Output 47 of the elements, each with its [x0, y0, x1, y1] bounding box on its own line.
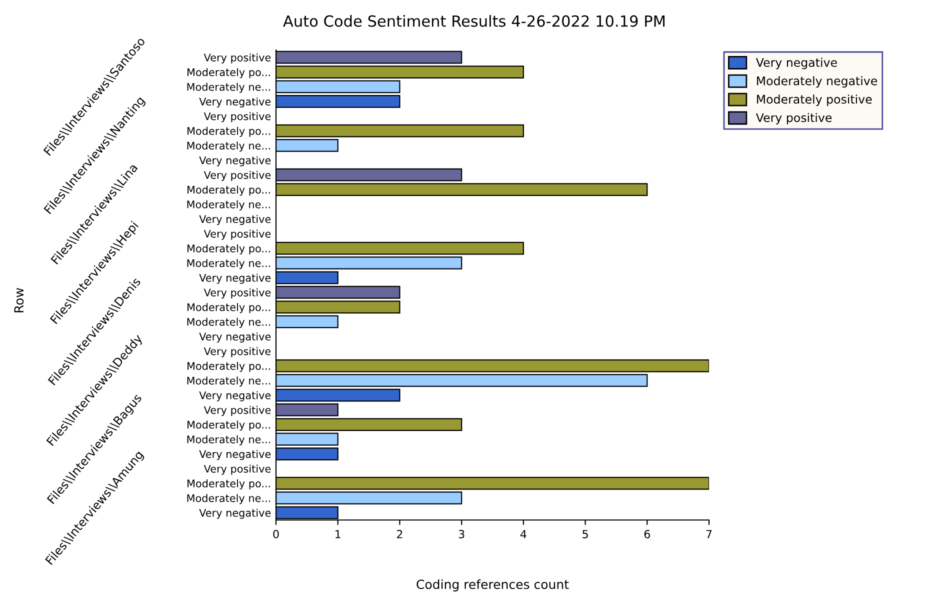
legend-label: Very positive [756, 112, 832, 124]
y-tick-label: Moderately ne... [187, 318, 270, 328]
x-tick-label: 4 [520, 530, 526, 538]
legend-label: Very negative [756, 58, 837, 70]
y-tick-label: Moderately po... [188, 126, 270, 137]
y-tick-label: Moderately po... [188, 68, 270, 78]
legend-label: Moderately positive [757, 94, 872, 106]
y-tick-label: Very negative [199, 274, 271, 284]
y-tick-label: Very negative [199, 391, 271, 402]
x-tick-label: 3 [458, 530, 464, 538]
y-tick-label: Moderately po... [188, 420, 270, 431]
y-tick-label: Moderately po... [188, 362, 270, 372]
y-tick-label: Moderately ne... [187, 142, 270, 152]
y-tick-label: Very positive [204, 288, 271, 298]
y-tick-label: Very positive [204, 464, 271, 475]
x-axis-title: Coding references count [416, 579, 569, 592]
y-tick-label: Very positive [204, 170, 271, 181]
y-tick-label: Very negative [199, 97, 271, 108]
y-tick-label: Very positive [204, 230, 271, 240]
y-tick-label: Very positive [204, 112, 271, 122]
y-tick-label: Moderately ne... [187, 376, 270, 387]
y-tick-label: Moderately ne... [187, 494, 270, 504]
y-tick-label: Moderately ne... [187, 82, 270, 93]
x-tick-label: 1 [336, 530, 340, 538]
x-tick-label: 5 [582, 530, 588, 538]
y-tick-label: Very negative [199, 156, 271, 166]
text: Row [14, 288, 24, 312]
legend-label: Moderately negative [757, 76, 878, 88]
x-tick-label: 7 [706, 530, 712, 538]
y-tick-label: Moderately po... [188, 244, 270, 254]
y-tick-label: Very negative [199, 508, 271, 519]
y-tick-label: Very negative [199, 450, 271, 460]
y-tick-label: Very positive [204, 53, 271, 64]
y-tick-label: Moderately ne... [187, 200, 270, 210]
y-tick-label: Moderately ne... [187, 435, 270, 446]
y-tick-label: Very positive [204, 406, 271, 416]
y-tick-label: Very negative [199, 332, 271, 343]
x-tick-label: 0 [273, 530, 279, 538]
chart-title: Auto Code Sentiment Results 4-26-2022 10.19 PM [283, 15, 665, 27]
x-tick-label: 6 [644, 530, 650, 538]
x-tick-label: 2 [396, 530, 402, 538]
y-tick-label: Very negative [199, 214, 271, 226]
y-tick-label: Moderately po... [188, 303, 270, 314]
y-tick-label: Moderately po... [188, 479, 270, 490]
y-tick-label: Very positive [204, 347, 271, 358]
y-tick-label: Moderately po... [188, 186, 270, 196]
y-tick-label: Moderately ne... [187, 259, 270, 270]
